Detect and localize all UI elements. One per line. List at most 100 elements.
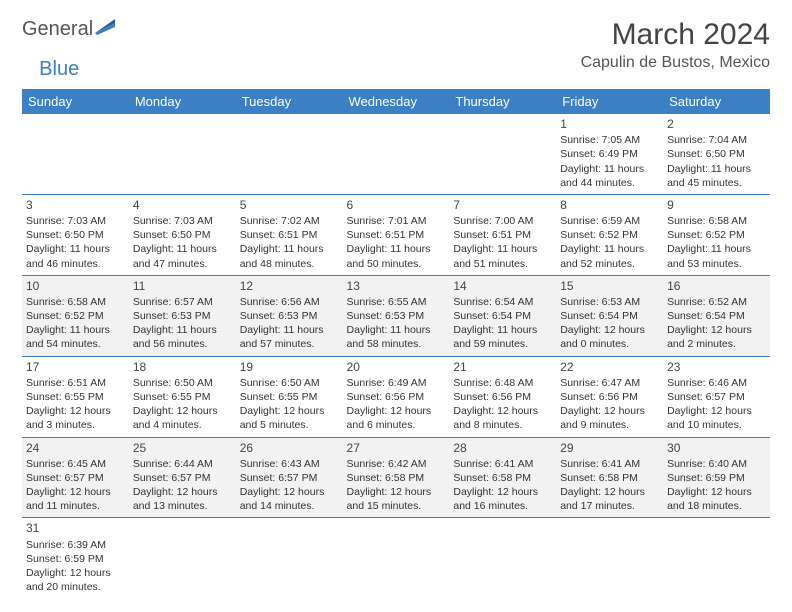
calendar-day-cell: 1Sunrise: 7:05 AMSunset: 6:49 PMDaylight… bbox=[556, 114, 663, 194]
daylight-text: Daylight: 11 hours bbox=[453, 242, 552, 256]
sunset-text: Sunset: 6:57 PM bbox=[26, 471, 125, 485]
sunset-text: Sunset: 6:55 PM bbox=[133, 390, 232, 404]
day-number: 21 bbox=[453, 359, 552, 375]
day-number: 20 bbox=[347, 359, 446, 375]
daylight-text: and 50 minutes. bbox=[347, 257, 446, 271]
calendar-day-cell bbox=[343, 114, 450, 194]
day-number: 9 bbox=[667, 197, 766, 213]
weekday-header: Sunday bbox=[22, 89, 129, 114]
daylight-text: and 47 minutes. bbox=[133, 257, 232, 271]
daylight-text: and 8 minutes. bbox=[453, 418, 552, 432]
sunrise-text: Sunrise: 7:05 AM bbox=[560, 133, 659, 147]
calendar-day-cell bbox=[129, 518, 236, 598]
daylight-text: Daylight: 11 hours bbox=[347, 323, 446, 337]
sunset-text: Sunset: 6:50 PM bbox=[26, 228, 125, 242]
calendar-day-cell: 5Sunrise: 7:02 AMSunset: 6:51 PMDaylight… bbox=[236, 194, 343, 275]
daylight-text: and 44 minutes. bbox=[560, 176, 659, 190]
daylight-text: and 17 minutes. bbox=[560, 499, 659, 513]
calendar-week-row: 24Sunrise: 6:45 AMSunset: 6:57 PMDayligh… bbox=[22, 437, 770, 518]
calendar-day-cell: 10Sunrise: 6:58 AMSunset: 6:52 PMDayligh… bbox=[22, 275, 129, 356]
calendar-day-cell: 28Sunrise: 6:41 AMSunset: 6:58 PMDayligh… bbox=[449, 437, 556, 518]
logo: General bbox=[22, 18, 117, 41]
sunset-text: Sunset: 6:51 PM bbox=[240, 228, 339, 242]
month-title: March 2024 bbox=[581, 18, 770, 52]
sunset-text: Sunset: 6:58 PM bbox=[453, 471, 552, 485]
sunrise-text: Sunrise: 6:40 AM bbox=[667, 457, 766, 471]
sunrise-text: Sunrise: 6:56 AM bbox=[240, 295, 339, 309]
calendar-day-cell: 8Sunrise: 6:59 AMSunset: 6:52 PMDaylight… bbox=[556, 194, 663, 275]
calendar-day-cell: 24Sunrise: 6:45 AMSunset: 6:57 PMDayligh… bbox=[22, 437, 129, 518]
sunrise-text: Sunrise: 6:54 AM bbox=[453, 295, 552, 309]
daylight-text: Daylight: 12 hours bbox=[667, 323, 766, 337]
weekday-header: Saturday bbox=[663, 89, 770, 114]
calendar-day-cell: 21Sunrise: 6:48 AMSunset: 6:56 PMDayligh… bbox=[449, 356, 556, 437]
calendar-day-cell: 16Sunrise: 6:52 AMSunset: 6:54 PMDayligh… bbox=[663, 275, 770, 356]
daylight-text: and 10 minutes. bbox=[667, 418, 766, 432]
calendar-day-cell: 20Sunrise: 6:49 AMSunset: 6:56 PMDayligh… bbox=[343, 356, 450, 437]
sunrise-text: Sunrise: 6:45 AM bbox=[26, 457, 125, 471]
day-number: 22 bbox=[560, 359, 659, 375]
daylight-text: Daylight: 12 hours bbox=[133, 485, 232, 499]
daylight-text: and 6 minutes. bbox=[347, 418, 446, 432]
daylight-text: and 45 minutes. bbox=[667, 176, 766, 190]
calendar-day-cell: 4Sunrise: 7:03 AMSunset: 6:50 PMDaylight… bbox=[129, 194, 236, 275]
daylight-text: and 3 minutes. bbox=[26, 418, 125, 432]
daylight-text: Daylight: 11 hours bbox=[240, 323, 339, 337]
sunset-text: Sunset: 6:52 PM bbox=[26, 309, 125, 323]
daylight-text: Daylight: 12 hours bbox=[453, 485, 552, 499]
sunrise-text: Sunrise: 6:48 AM bbox=[453, 376, 552, 390]
day-number: 30 bbox=[667, 440, 766, 456]
sunset-text: Sunset: 6:54 PM bbox=[667, 309, 766, 323]
calendar-day-cell: 18Sunrise: 6:50 AMSunset: 6:55 PMDayligh… bbox=[129, 356, 236, 437]
calendar-table: Sunday Monday Tuesday Wednesday Thursday… bbox=[22, 89, 770, 598]
sunset-text: Sunset: 6:53 PM bbox=[240, 309, 339, 323]
calendar-day-cell bbox=[22, 114, 129, 194]
calendar-day-cell bbox=[556, 518, 663, 598]
location-label: Capulin de Bustos, Mexico bbox=[581, 54, 770, 72]
daylight-text: Daylight: 12 hours bbox=[560, 485, 659, 499]
daylight-text: and 11 minutes. bbox=[26, 499, 125, 513]
sunrise-text: Sunrise: 6:47 AM bbox=[560, 376, 659, 390]
calendar-day-cell: 15Sunrise: 6:53 AMSunset: 6:54 PMDayligh… bbox=[556, 275, 663, 356]
day-number: 5 bbox=[240, 197, 339, 213]
title-block: March 2024 Capulin de Bustos, Mexico bbox=[581, 18, 770, 72]
day-number: 26 bbox=[240, 440, 339, 456]
daylight-text: Daylight: 12 hours bbox=[347, 404, 446, 418]
sunset-text: Sunset: 6:57 PM bbox=[133, 471, 232, 485]
calendar-day-cell: 27Sunrise: 6:42 AMSunset: 6:58 PMDayligh… bbox=[343, 437, 450, 518]
calendar-day-cell bbox=[449, 518, 556, 598]
daylight-text: Daylight: 12 hours bbox=[240, 404, 339, 418]
weekday-header: Friday bbox=[556, 89, 663, 114]
sunrise-text: Sunrise: 7:04 AM bbox=[667, 133, 766, 147]
calendar-day-cell bbox=[449, 114, 556, 194]
sunrise-text: Sunrise: 7:00 AM bbox=[453, 214, 552, 228]
flag-icon bbox=[95, 19, 117, 35]
daylight-text: and 46 minutes. bbox=[26, 257, 125, 271]
weekday-header: Wednesday bbox=[343, 89, 450, 114]
calendar-week-row: 1Sunrise: 7:05 AMSunset: 6:49 PMDaylight… bbox=[22, 114, 770, 194]
sunrise-text: Sunrise: 6:41 AM bbox=[453, 457, 552, 471]
sunrise-text: Sunrise: 6:46 AM bbox=[667, 376, 766, 390]
calendar-day-cell: 30Sunrise: 6:40 AMSunset: 6:59 PMDayligh… bbox=[663, 437, 770, 518]
day-number: 6 bbox=[347, 197, 446, 213]
daylight-text: Daylight: 12 hours bbox=[560, 323, 659, 337]
daylight-text: Daylight: 11 hours bbox=[667, 242, 766, 256]
sunset-text: Sunset: 6:56 PM bbox=[560, 390, 659, 404]
sunrise-text: Sunrise: 6:44 AM bbox=[133, 457, 232, 471]
sunrise-text: Sunrise: 6:52 AM bbox=[667, 295, 766, 309]
daylight-text: Daylight: 11 hours bbox=[26, 242, 125, 256]
day-number: 31 bbox=[26, 520, 125, 536]
daylight-text: Daylight: 11 hours bbox=[560, 242, 659, 256]
daylight-text: and 0 minutes. bbox=[560, 337, 659, 351]
daylight-text: Daylight: 11 hours bbox=[240, 242, 339, 256]
weekday-header-row: Sunday Monday Tuesday Wednesday Thursday… bbox=[22, 89, 770, 114]
calendar-day-cell: 29Sunrise: 6:41 AMSunset: 6:58 PMDayligh… bbox=[556, 437, 663, 518]
sunrise-text: Sunrise: 6:50 AM bbox=[240, 376, 339, 390]
daylight-text: Daylight: 11 hours bbox=[133, 323, 232, 337]
sunset-text: Sunset: 6:49 PM bbox=[560, 147, 659, 161]
sunrise-text: Sunrise: 7:03 AM bbox=[26, 214, 125, 228]
sunset-text: Sunset: 6:57 PM bbox=[240, 471, 339, 485]
calendar-day-cell: 3Sunrise: 7:03 AMSunset: 6:50 PMDaylight… bbox=[22, 194, 129, 275]
daylight-text: Daylight: 12 hours bbox=[26, 566, 125, 580]
calendar-day-cell: 6Sunrise: 7:01 AMSunset: 6:51 PMDaylight… bbox=[343, 194, 450, 275]
